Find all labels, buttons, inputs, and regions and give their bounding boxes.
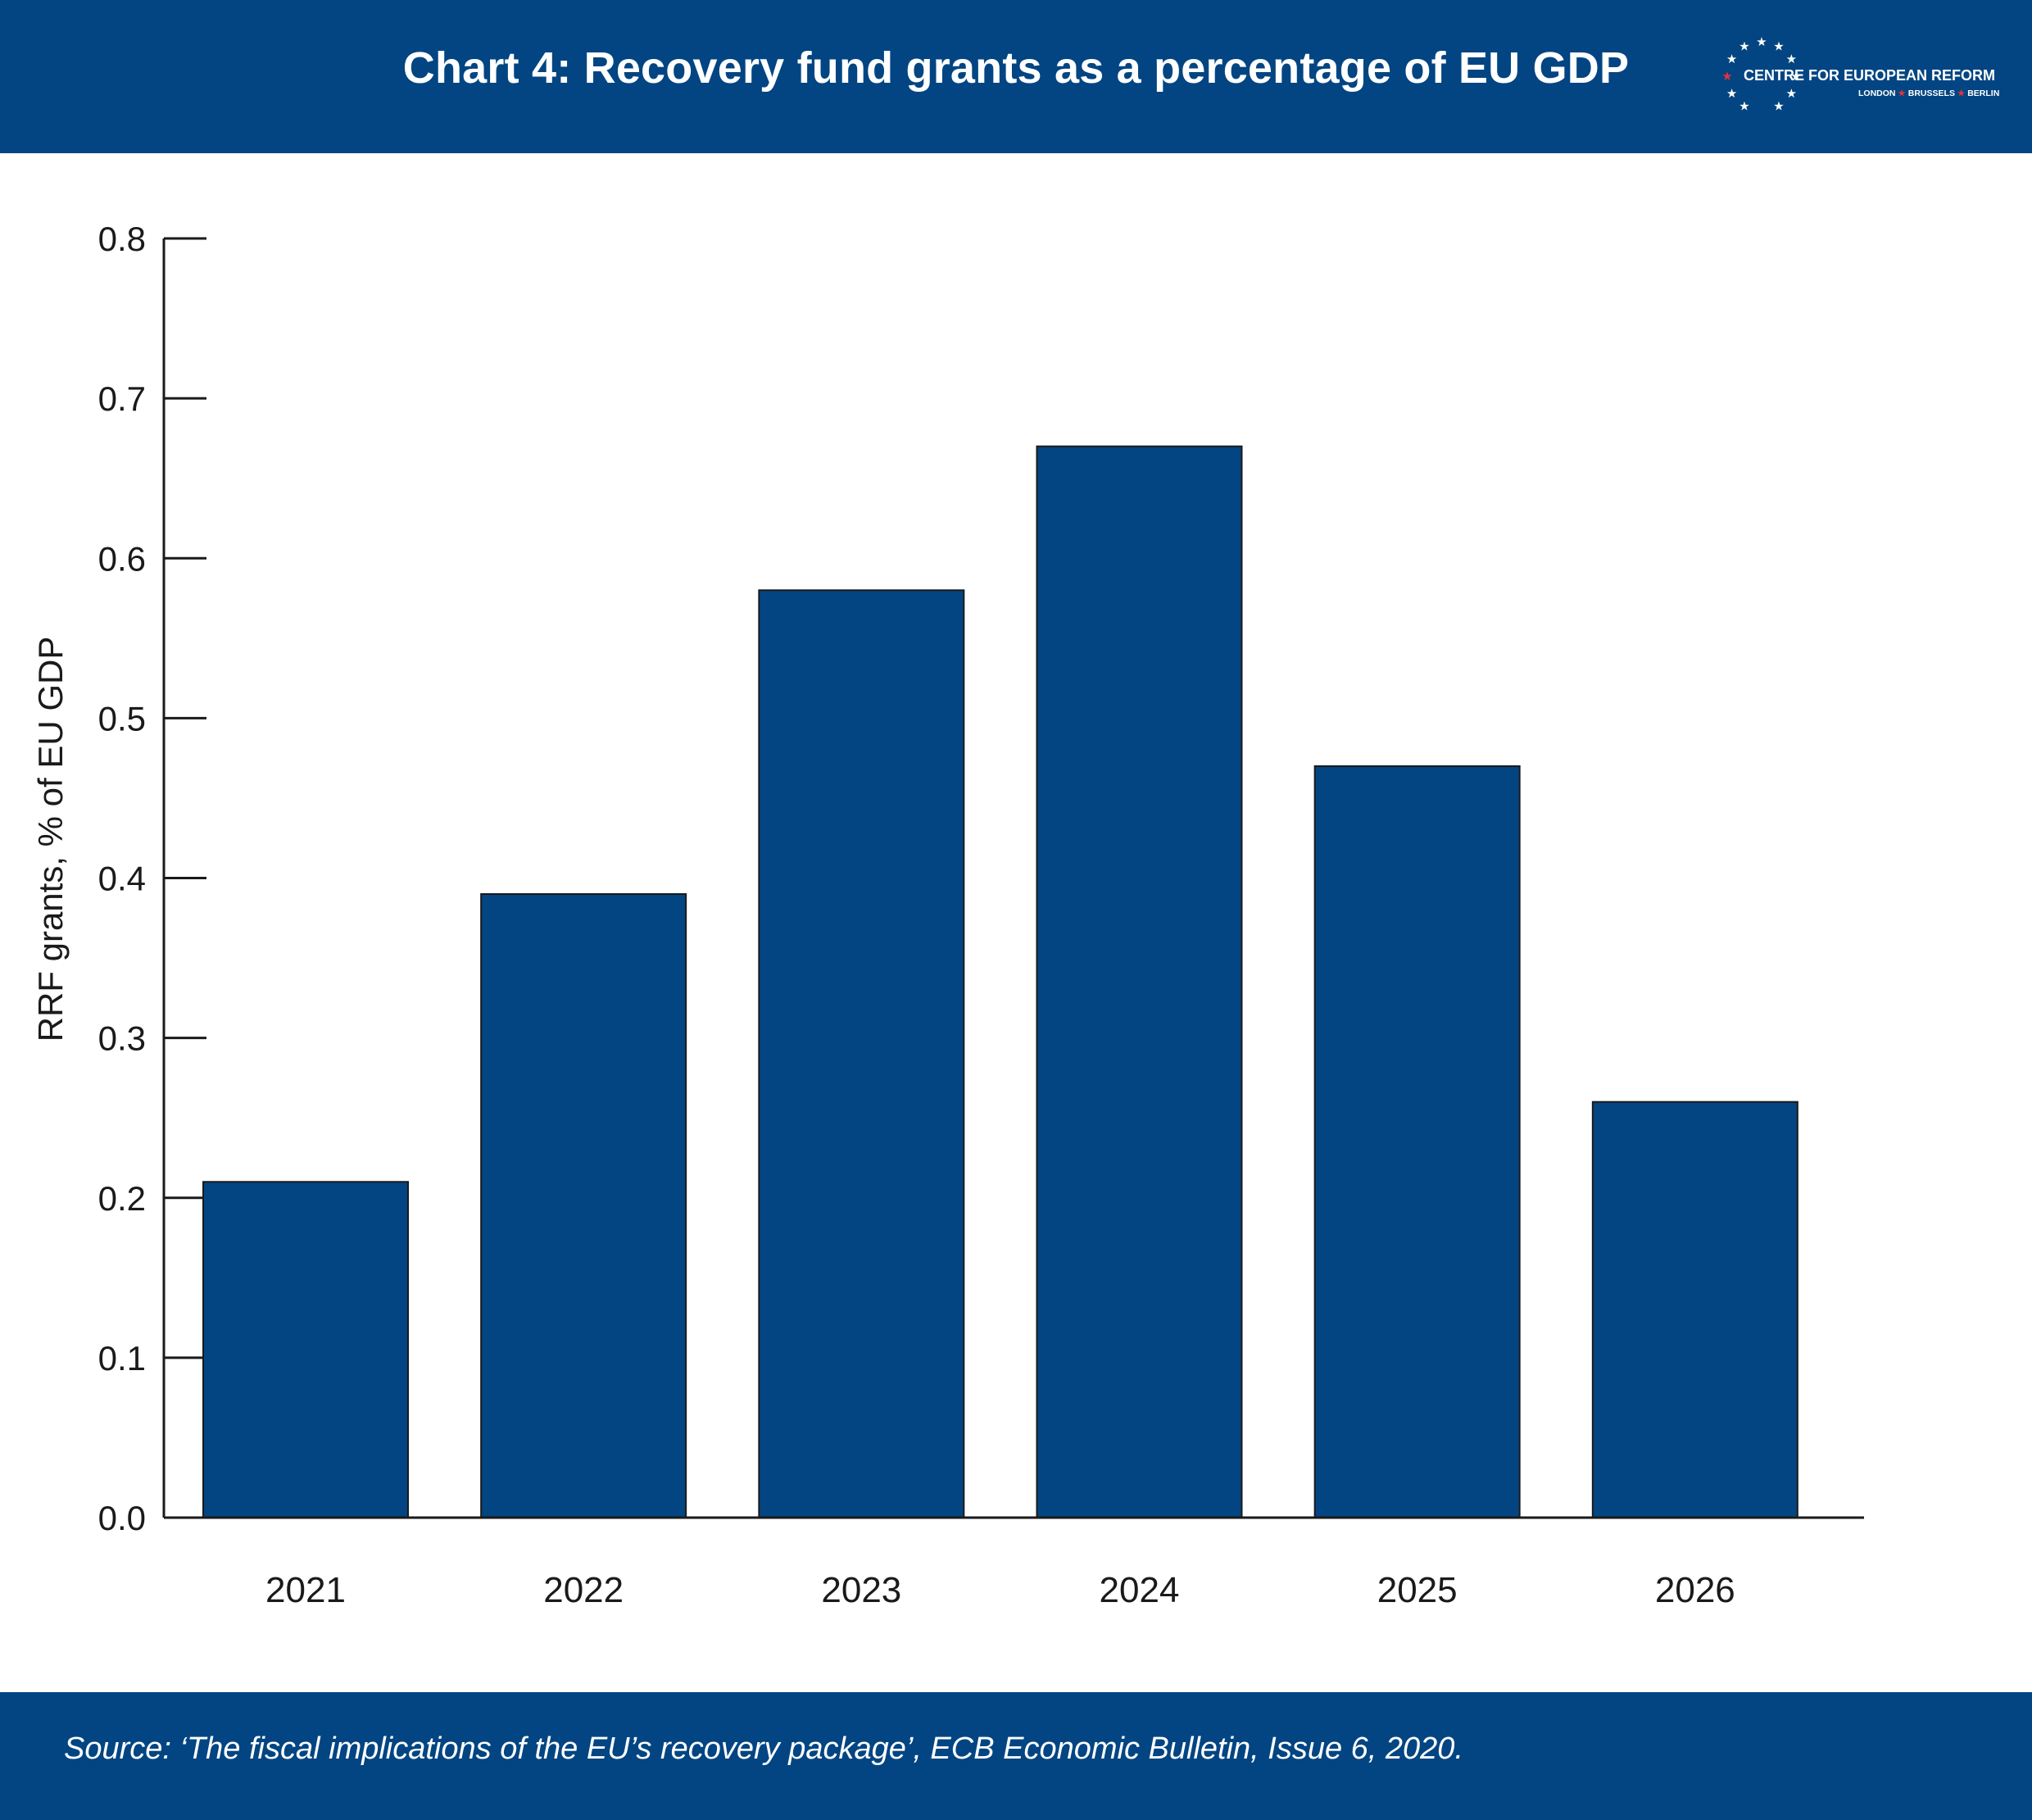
- x-tick-label: 2021: [265, 1570, 346, 1610]
- y-tick-label: 0.1: [98, 1339, 146, 1377]
- logo-star-icon: ★: [1773, 40, 1784, 54]
- eu-stars-icon: ★★★★★★★★ ★ ★★: [1721, 35, 1801, 113]
- bar-2025: [1313, 765, 1521, 1518]
- x-axis: 2021 2022 2023 2024 2025 2026: [164, 1516, 1864, 1610]
- y-tick-label: 0.2: [98, 1179, 146, 1218]
- logo-star-icon: ★: [1726, 52, 1737, 66]
- logo-star-icon: ★: [1726, 87, 1737, 101]
- logo-city-berlin: BERLIN: [1967, 89, 2000, 98]
- logo-cities: LONDON ★ BRUSSELS ★ BERLIN: [1858, 89, 1999, 98]
- y-tick-label: 0.7: [98, 379, 146, 418]
- logo-star-icon: ★: [1773, 99, 1784, 113]
- bar-chart-svg: 0.0 0.1 0.2 0.3 0.4 0.5 0.6 0.7 0.8 2021 2022 2023…: [31, 220, 1864, 1610]
- y-axis: 0.0 0.1 0.2 0.3 0.4 0.5 0.6 0.7 0.8: [98, 220, 206, 1537]
- y-tick-label: 0.0: [98, 1499, 146, 1537]
- logo-name: CENTRE FOR EUROPEAN REFORM: [1744, 67, 1996, 84]
- y-tick-label: 0.4: [98, 860, 146, 898]
- cer-logo: ★ ★ ★ ★ ★ ★ ★ ★ ★ ★ ★ CENTRE FOR EUROPEAN REFORM L…: [1719, 31, 2006, 121]
- logo-city-london: LONDON: [1858, 89, 1896, 98]
- x-tick-label: 2023: [821, 1570, 901, 1610]
- bar-2023: [758, 589, 965, 1518]
- y-tick-label: 0.3: [98, 1019, 146, 1058]
- bar-2022: [480, 893, 687, 1518]
- x-tick-label: 2024: [1100, 1570, 1180, 1610]
- logo-separator-star: ★: [1957, 89, 1966, 98]
- logo-star-icon: ★: [1786, 52, 1797, 66]
- logo-star-icon: ★: [1739, 40, 1749, 54]
- chart-footer: Source: ‘The fiscal implications of the …: [0, 1692, 2032, 1820]
- y-tick-label: 0.8: [98, 220, 146, 258]
- y-axis-label: RRF grants, % of EU GDP: [31, 637, 70, 1042]
- logo-separator-star: ★: [1898, 89, 1906, 98]
- x-tick-label: 2022: [543, 1570, 624, 1610]
- chart-header: Chart 4: Recovery fund grants as a perce…: [0, 0, 2032, 153]
- bar-2021: [202, 1181, 409, 1519]
- logo-star-icon: ★: [1721, 70, 1732, 84]
- logo-city-brussels: BRUSSELS: [1907, 89, 1955, 98]
- logo-star-icon: ★: [1790, 70, 1801, 84]
- x-tick-label: 2026: [1655, 1570, 1735, 1610]
- logo-star-icon: ★: [1786, 87, 1797, 101]
- y-tick-label: 0.5: [98, 699, 146, 738]
- logo-star-icon: ★: [1739, 99, 1749, 113]
- bars: [202, 445, 1798, 1519]
- y-tick-label: 0.6: [98, 539, 146, 578]
- bar-2024: [1036, 445, 1243, 1519]
- x-tick-label: 2025: [1377, 1570, 1458, 1610]
- bar-chart: 0.0 0.1 0.2 0.3 0.4 0.5 0.6 0.7 0.8 2021 2022 2023…: [0, 153, 2032, 1692]
- chart-title: Chart 4: Recovery fund grants as a perce…: [402, 43, 1630, 93]
- bar-2026: [1591, 1101, 1798, 1519]
- logo-star-icon: ★: [1756, 35, 1767, 49]
- source-note: Source: ‘The fiscal implications of the …: [64, 1731, 1463, 1766]
